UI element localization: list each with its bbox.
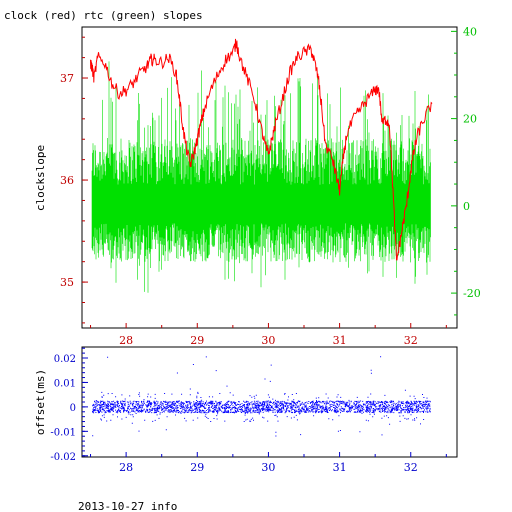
- bottom-y-axis: 0.02 0.01 0 -0.01 -0.02: [50, 347, 88, 463]
- bottom-x-tick-label: 28: [119, 461, 133, 474]
- right-y-tick-label: 20: [463, 113, 477, 126]
- top-x-axis: 28 29 30 31 32: [90, 323, 447, 347]
- clock-series: [90, 38, 433, 261]
- bottom-x-axis: 28 29 30 31 32: [90, 452, 447, 474]
- left-y-tick-label: 35: [60, 276, 74, 289]
- chart-title: clock (red) rtc (green) slopes: [4, 9, 203, 22]
- left-y-tick-label: 37: [60, 72, 74, 85]
- right-y-tick-label: 0: [463, 200, 470, 213]
- top-x-tick-label: 30: [261, 334, 275, 347]
- bottom-y-tick-label: -0.02: [50, 452, 76, 463]
- top-plot-frame: [81, 26, 458, 329]
- top-x-tick-label: 28: [119, 334, 133, 347]
- bottom-x-tick-label: 31: [333, 461, 347, 474]
- offset-points: [92, 356, 431, 437]
- right-y-tick-label: 40: [463, 25, 477, 38]
- right-y-tick-label: -20: [463, 287, 481, 300]
- left-y-tick-label: 36: [60, 174, 74, 187]
- clock-line: [90, 38, 433, 261]
- bottom-y-tick-label: 0: [70, 403, 76, 414]
- bottom-x-tick-label: 29: [190, 461, 204, 474]
- offset-axis-label: offset(ms): [34, 369, 47, 435]
- top-x-tick-label: 31: [333, 334, 347, 347]
- left-y-axis: 35 36 37: [60, 36, 88, 324]
- top-x-tick-label: 29: [190, 334, 204, 347]
- footer-info: 2013-10-27 info: [78, 500, 177, 512]
- bottom-x-tick-label: 30: [261, 461, 275, 474]
- bottom-y-tick-label: 0.01: [54, 378, 76, 389]
- bottom-x-tick-label: 32: [404, 461, 418, 474]
- offset-scatter: [92, 356, 431, 437]
- y-axis-label: clockslope: [34, 145, 47, 211]
- right-y-axis: -20 0 20 40: [451, 25, 481, 316]
- top-x-tick-label: 32: [404, 334, 418, 347]
- bottom-y-tick-label: 0.02: [54, 354, 76, 365]
- bottom-y-tick-label: -0.01: [50, 427, 76, 438]
